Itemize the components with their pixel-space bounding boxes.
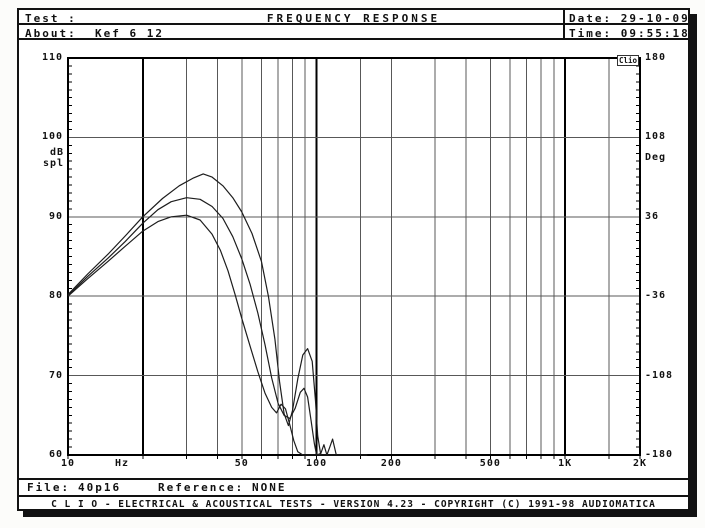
deg-axis-label-180: 180 — [645, 52, 667, 63]
file-box-top-border — [19, 478, 688, 480]
about-label: About: — [25, 27, 77, 40]
y-axis-label-60: 60 — [48, 449, 63, 460]
x-axis-label-Hz: Hz — [115, 458, 130, 469]
frame-shadow-right — [690, 14, 697, 517]
page-title: FREQUENCY RESPONSE — [266, 12, 441, 25]
deg-axis-unit: Deg — [645, 152, 667, 163]
x-axis-label-10: 10 — [60, 458, 76, 469]
deg-axis-label-108: 108 — [645, 131, 667, 143]
trace-2 — [67, 197, 361, 456]
y-axis-label-90: 90 — [48, 210, 63, 222]
trace-3 — [67, 214, 337, 456]
y-axis-unit-line2: spl — [42, 158, 64, 169]
file-value: 40p16 — [78, 481, 122, 494]
reference-value: NONE — [252, 481, 287, 494]
time-value: Time: 09:55:18 — [569, 27, 690, 40]
header-datetime-divider — [563, 10, 565, 38]
deg-axis-label--180: -180 — [645, 449, 674, 460]
y-axis-label-110: 110 — [41, 52, 63, 63]
x-axis-label-50: 50 — [234, 458, 249, 469]
header-bottom-border — [19, 38, 688, 40]
deg-axis-label--108: -108 — [645, 369, 674, 381]
test-label: Test : — [25, 12, 77, 25]
y-axis-label-80: 80 — [48, 290, 63, 302]
x-axis-label-200: 200 — [380, 458, 402, 469]
y-axis-unit-line1: dB — [49, 147, 64, 158]
header-row-divider — [19, 23, 688, 25]
date-value: Date: 29-10-09 — [569, 12, 690, 25]
x-axis-label-2K: 2K — [632, 458, 648, 469]
deg-axis-label--36: -36 — [645, 290, 667, 302]
status-bar: C L I O - ELECTRICAL & ACOUSTICAL TESTS … — [51, 499, 656, 510]
about-value: Kef 6 12 — [95, 27, 164, 40]
deg-axis-label-36: 36 — [645, 210, 660, 222]
y-axis-unit: dB spl — [40, 147, 64, 169]
reference-label: Reference: — [158, 481, 245, 494]
file-label: File: — [27, 481, 71, 494]
y-axis-label-100: 100 — [41, 131, 63, 143]
frame-shadow-bottom — [23, 511, 697, 517]
clio-badge: Clio — [617, 55, 639, 66]
x-axis-label-100: 100 — [306, 458, 328, 469]
x-axis-label-500: 500 — [479, 458, 501, 469]
screen-frame — [17, 8, 690, 511]
x-axis-label-1K: 1K — [558, 458, 573, 469]
y-axis-label-70: 70 — [48, 369, 63, 381]
file-box-bottom-border — [19, 495, 688, 497]
